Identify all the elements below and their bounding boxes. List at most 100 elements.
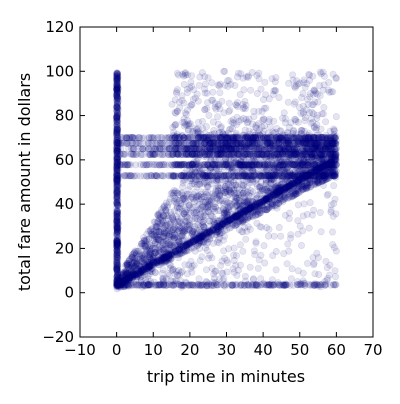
data-point xyxy=(329,150,337,158)
data-point xyxy=(298,177,306,185)
data-point xyxy=(291,170,299,178)
data-point xyxy=(206,172,214,180)
data-point xyxy=(293,140,301,148)
data-point xyxy=(249,188,257,196)
data-point xyxy=(257,178,265,186)
data-point xyxy=(153,232,161,240)
data-point xyxy=(231,135,239,143)
data-point xyxy=(255,169,263,177)
data-point xyxy=(317,168,325,176)
data-point xyxy=(160,229,168,237)
data-point xyxy=(140,251,148,259)
data-point xyxy=(242,216,250,224)
data-point xyxy=(210,203,218,211)
data-point xyxy=(306,176,314,184)
data-point xyxy=(275,199,283,207)
data-point xyxy=(197,213,205,221)
data-point xyxy=(304,164,312,172)
data-point xyxy=(305,140,313,148)
data-point xyxy=(163,257,171,265)
data-point xyxy=(131,257,139,265)
data-point xyxy=(277,187,285,195)
data-point xyxy=(331,139,339,147)
data-point xyxy=(317,155,325,163)
data-point xyxy=(253,208,261,216)
data-point xyxy=(126,256,134,264)
data-point xyxy=(277,158,285,166)
data-point xyxy=(243,198,251,206)
data-point xyxy=(294,180,302,188)
data-point xyxy=(311,175,319,183)
data-point xyxy=(268,146,276,154)
data-point xyxy=(311,178,319,186)
data-point xyxy=(225,156,233,164)
data-point xyxy=(144,247,152,255)
data-point xyxy=(135,269,143,277)
data-point xyxy=(265,183,273,191)
data-point xyxy=(311,165,319,173)
data-point xyxy=(199,233,207,241)
data-point xyxy=(280,170,288,178)
data-point xyxy=(222,198,230,206)
data-point xyxy=(188,161,196,169)
data-point xyxy=(242,150,250,158)
data-point xyxy=(118,281,126,289)
data-point xyxy=(141,255,149,263)
data-point xyxy=(143,161,151,169)
data-point xyxy=(263,206,271,214)
data-point xyxy=(243,160,251,168)
data-point xyxy=(332,161,340,169)
data-point xyxy=(265,151,273,159)
data-point xyxy=(235,166,243,174)
data-point xyxy=(256,200,264,208)
data-point xyxy=(332,152,340,160)
data-point xyxy=(174,218,182,226)
data-point xyxy=(213,175,221,183)
data-point xyxy=(240,146,248,154)
data-point xyxy=(324,148,332,156)
data-point xyxy=(249,208,257,216)
data-point xyxy=(147,250,155,258)
data-point xyxy=(113,285,121,293)
data-point xyxy=(266,179,274,187)
data-point xyxy=(299,147,307,155)
data-point xyxy=(180,246,188,254)
data-points xyxy=(113,67,340,293)
data-point xyxy=(229,212,237,220)
data-point xyxy=(277,185,285,193)
data-point xyxy=(213,170,221,178)
data-point xyxy=(146,246,154,254)
data-point xyxy=(298,182,306,190)
data-point xyxy=(166,240,174,248)
data-point xyxy=(140,268,148,276)
data-point xyxy=(204,208,212,216)
data-point xyxy=(240,193,248,201)
data-point xyxy=(162,245,170,253)
data-point xyxy=(159,255,167,263)
data-point xyxy=(130,268,138,276)
data-point xyxy=(287,172,295,180)
data-point xyxy=(157,244,165,252)
data-point xyxy=(325,163,333,171)
data-point xyxy=(317,171,325,179)
data-point xyxy=(269,172,277,180)
data-point xyxy=(312,140,320,148)
data-point xyxy=(136,271,144,279)
data-point xyxy=(162,206,170,214)
data-point xyxy=(284,187,292,195)
data-point xyxy=(253,194,261,202)
data-point xyxy=(239,210,247,218)
data-point xyxy=(196,235,204,243)
data-point xyxy=(267,179,275,187)
data-point xyxy=(145,258,153,266)
data-point xyxy=(320,146,328,154)
data-point xyxy=(246,204,254,212)
data-point xyxy=(320,172,328,180)
data-point xyxy=(117,278,125,286)
data-point xyxy=(328,161,336,169)
data-point xyxy=(204,203,212,211)
data-point xyxy=(295,180,303,188)
data-point xyxy=(115,281,123,289)
